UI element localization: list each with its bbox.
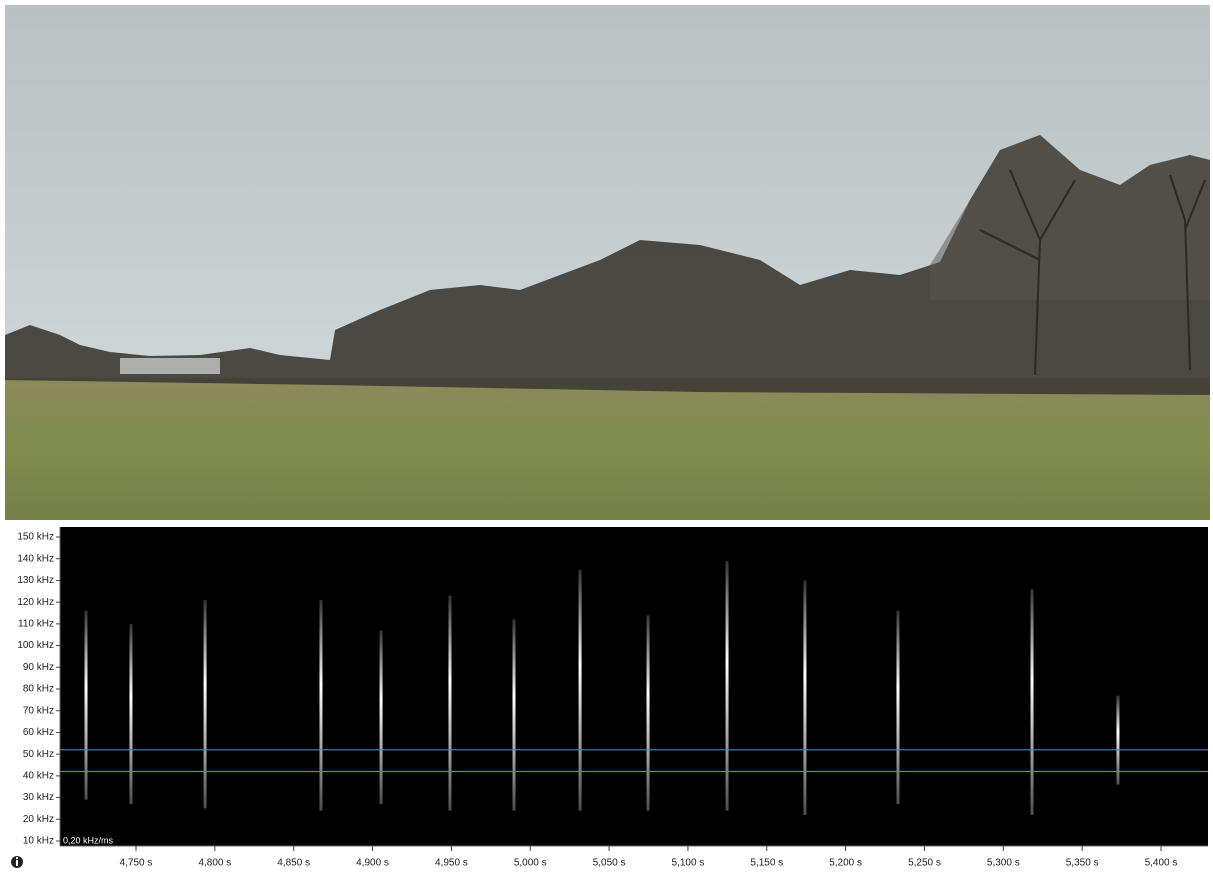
annotation: 0,20 kHz/ms bbox=[63, 835, 114, 845]
x-tick-label: 5,250 s bbox=[908, 858, 941, 869]
y-tick-label: 20 kHz bbox=[23, 814, 54, 825]
call bbox=[380, 630, 383, 804]
y-tick-label: 10 kHz bbox=[23, 836, 54, 847]
x-tick-label: 5,400 s bbox=[1145, 858, 1178, 869]
call bbox=[129, 624, 132, 804]
x-tick-label: 5,300 s bbox=[987, 858, 1020, 869]
call bbox=[647, 615, 650, 810]
x-tick-label: 5,150 s bbox=[750, 858, 783, 869]
y-tick-label: 80 kHz bbox=[23, 684, 54, 695]
y-tick-label: 40 kHz bbox=[23, 770, 54, 781]
x-tick-label: 4,750 s bbox=[120, 858, 153, 869]
x-tick-label: 4,950 s bbox=[435, 858, 468, 869]
call bbox=[896, 611, 899, 804]
y-tick-label: 50 kHz bbox=[23, 749, 54, 760]
call bbox=[319, 600, 322, 811]
call bbox=[579, 570, 582, 811]
info-icon-glyph bbox=[16, 857, 18, 859]
call bbox=[204, 600, 207, 808]
x-tick-label: 5,000 s bbox=[514, 858, 547, 869]
x-tick-label: 5,050 s bbox=[593, 858, 626, 869]
screen: 0,20 kHz/ms 10 kHz 20 kHz 30 kHz 40 kHz 50 k… bbox=[0, 0, 1213, 875]
call bbox=[803, 580, 806, 815]
y-tick-label: 30 kHz bbox=[23, 792, 54, 803]
call bbox=[512, 620, 515, 811]
x-tick-label: 5,200 s bbox=[829, 858, 862, 869]
y-tick-label: 150 kHz bbox=[17, 532, 54, 543]
y-tick-label: 100 kHz bbox=[17, 640, 54, 651]
y-tick-label: 120 kHz bbox=[17, 597, 54, 608]
call bbox=[726, 561, 729, 811]
page: 0,20 kHz/ms 10 kHz 20 kHz 30 kHz 40 kHz 50 k… bbox=[0, 0, 1213, 875]
x-tick-label: 4,850 s bbox=[277, 858, 310, 869]
x-tick-label: 4,800 s bbox=[198, 858, 231, 869]
x-tick-label: 5,100 s bbox=[672, 858, 705, 869]
y-tick-label: 130 kHz bbox=[17, 575, 54, 586]
plot-area bbox=[60, 527, 1208, 846]
x-tick-label: 5,350 s bbox=[1066, 858, 1099, 869]
y-tick-label: 60 kHz bbox=[23, 727, 54, 738]
y-tick-label: 110 kHz bbox=[18, 618, 54, 629]
x-tick-label: 4,900 s bbox=[356, 858, 389, 869]
landscape-photo bbox=[5, 5, 1210, 520]
y-tick-label: 70 kHz bbox=[23, 705, 54, 716]
call bbox=[1031, 589, 1034, 815]
info-icon-glyph bbox=[16, 860, 18, 866]
call bbox=[448, 596, 451, 811]
y-tick-label: 90 kHz bbox=[23, 662, 54, 673]
y-tick-label: 140 kHz bbox=[17, 553, 54, 564]
